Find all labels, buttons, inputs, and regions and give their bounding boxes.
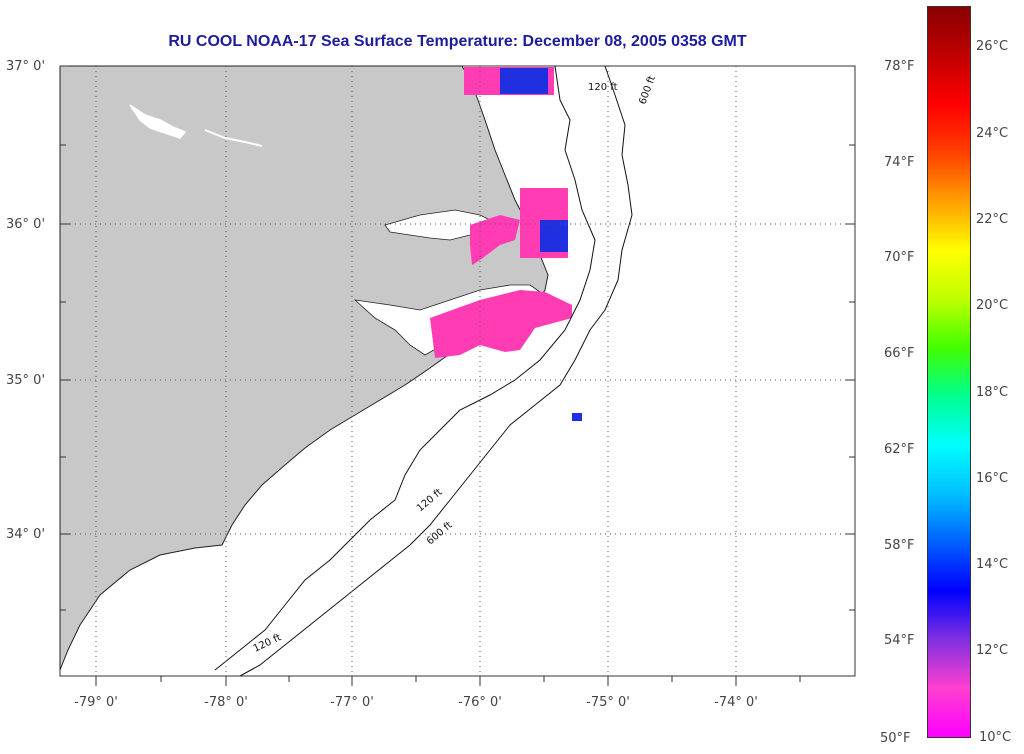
contour-600ft <box>239 65 633 677</box>
f-label-50: 50°F <box>880 731 911 746</box>
f-label-78: 78°F <box>884 59 915 74</box>
isobath-contours <box>214 65 633 677</box>
sst-patch-offshore-blue <box>572 413 582 421</box>
lat-label-36: 36° 0' <box>6 217 46 232</box>
lat-label-35: 35° 0' <box>6 373 46 388</box>
sst-patch-albemarle-pink <box>470 215 520 265</box>
sst-patch-mid-blue <box>540 220 568 252</box>
lon-label-75: -75° 0' <box>586 695 630 710</box>
f-label-70: 70°F <box>884 250 915 265</box>
c-label-26: 26°C <box>976 39 1009 54</box>
lon-label-77: -77° 0' <box>330 695 374 710</box>
f-label-58: 58°F <box>884 538 915 553</box>
c-label-22: 22°C <box>976 212 1009 227</box>
temperature-colorbar <box>927 6 971 738</box>
graticule <box>60 66 855 676</box>
lat-label-34: 34° 0' <box>6 527 46 542</box>
contour-label-120ft-north: 120 ft <box>588 82 618 93</box>
f-label-54: 54°F <box>884 633 915 648</box>
inland-river <box>204 129 263 147</box>
c-label-14: 14°C <box>976 557 1009 572</box>
c-label-16: 16°C <box>976 471 1009 486</box>
map-title: RU COOL NOAA-17 Sea Surface Temperature:… <box>168 33 747 50</box>
contour-120ft <box>214 65 596 671</box>
lon-label-76: -76° 0' <box>458 695 502 710</box>
inland-lake <box>129 104 187 139</box>
lon-label-74: -74° 0' <box>714 695 758 710</box>
lon-label-78: -78° 0' <box>204 695 248 710</box>
sst-patches <box>430 67 582 421</box>
c-label-18: 18°C <box>976 385 1009 400</box>
axis-ticks <box>60 65 855 686</box>
f-label-74: 74°F <box>884 155 915 170</box>
f-label-66: 66°F <box>884 346 915 361</box>
sst-patch-sound-pink <box>430 290 572 358</box>
c-label-20: 20°C <box>976 298 1009 313</box>
sst-patch-north-blue <box>500 68 548 94</box>
c-label-12: 12°C <box>976 643 1009 658</box>
c-label-10: 10°C <box>979 730 1012 745</box>
lon-label-79: -79° 0' <box>74 695 118 710</box>
c-label-24: 24°C <box>976 126 1009 141</box>
f-label-62: 62°F <box>884 442 915 457</box>
lat-label-37: 37° 0' <box>6 59 46 74</box>
